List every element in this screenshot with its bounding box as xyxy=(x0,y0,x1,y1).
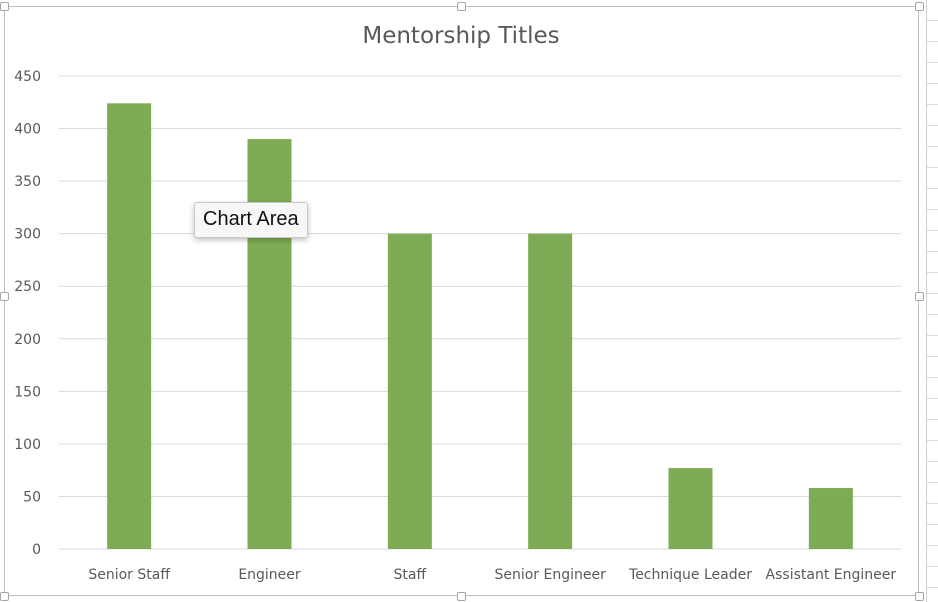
x-axis-tick-labels: Senior Staff Engineer Staff Senior Engineer… xyxy=(88,567,896,583)
y-tick-label: 50 xyxy=(23,489,41,505)
y-tick-label: 350 xyxy=(14,174,41,190)
bar-engineer[interactable] xyxy=(247,139,292,550)
resize-handle-top-left[interactable] xyxy=(0,2,9,11)
y-tick-label: 250 xyxy=(14,279,41,295)
resize-handle-bottom[interactable] xyxy=(457,592,466,601)
resize-handle-top-right[interactable] xyxy=(915,2,924,11)
bar-chart: 0 50 100 150 200 250 300 350 400 450 Senior Staff… xyxy=(14,23,901,583)
bar-senior-engineer[interactable] xyxy=(528,233,573,549)
y-axis-tick-labels: 0 50 100 150 200 250 300 350 400 450 xyxy=(14,69,41,558)
resize-handle-top[interactable] xyxy=(457,2,466,11)
y-tick-label: 0 xyxy=(32,542,41,558)
y-tick-label: 150 xyxy=(14,384,41,400)
x-tick-label: Staff xyxy=(394,567,427,583)
resize-handle-bottom-right[interactable] xyxy=(915,592,924,601)
x-tick-label: Senior Engineer xyxy=(494,567,606,583)
y-tick-label: 450 xyxy=(14,69,41,85)
y-tick-label: 100 xyxy=(14,437,41,453)
chart-area-tooltip: Chart Area xyxy=(194,202,308,238)
chart-area[interactable]: 0 50 100 150 200 250 300 350 400 450 Senior Staff… xyxy=(4,6,919,596)
chart-title: Mentorship Titles xyxy=(362,23,559,49)
y-tick-label: 300 xyxy=(14,227,41,243)
bar-senior-staff[interactable] xyxy=(107,103,152,549)
spreadsheet-gridlines xyxy=(926,0,938,602)
gridlines xyxy=(59,75,901,550)
x-tick-label: Technique Leader xyxy=(628,567,752,583)
x-tick-label: Engineer xyxy=(238,567,301,583)
bars xyxy=(107,103,853,550)
y-tick-label: 400 xyxy=(14,122,41,138)
resize-handle-bottom-left[interactable] xyxy=(0,592,9,601)
bar-staff[interactable] xyxy=(387,233,432,549)
bar-assistant-engineer[interactable] xyxy=(808,488,853,549)
x-tick-label: Senior Staff xyxy=(88,567,170,583)
resize-handle-right[interactable] xyxy=(915,292,924,301)
resize-handle-left[interactable] xyxy=(0,292,9,301)
y-tick-label: 200 xyxy=(14,332,41,348)
bar-technique-leader[interactable] xyxy=(668,468,713,549)
x-tick-label: Assistant Engineer xyxy=(766,567,897,583)
